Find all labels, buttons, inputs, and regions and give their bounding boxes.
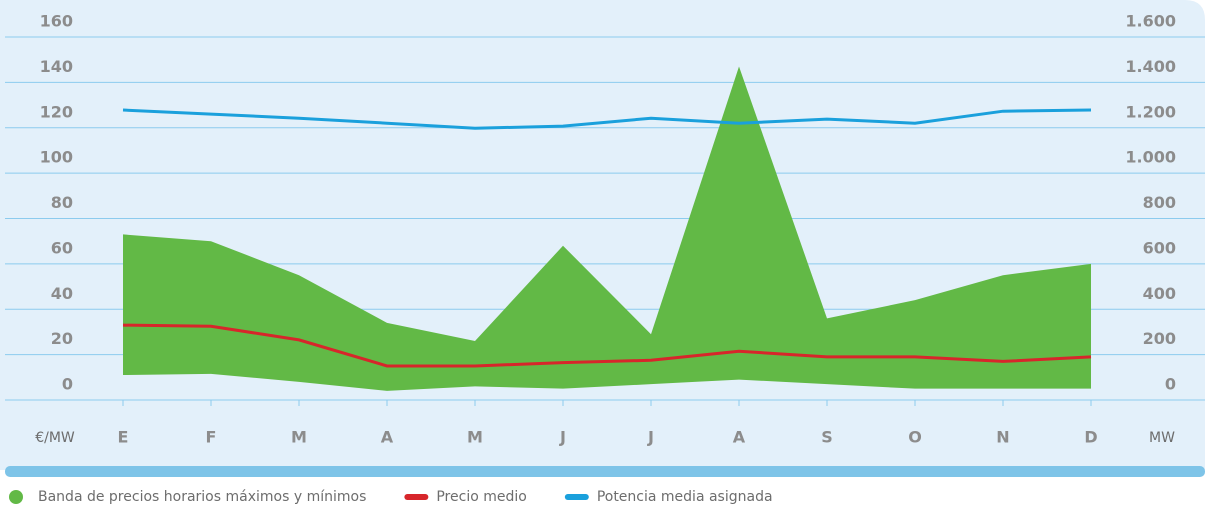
y-tick-label: 0 xyxy=(62,375,73,394)
legend-label: Precio medio xyxy=(436,489,526,505)
y-tick-label: 20 xyxy=(51,329,73,348)
x-tick-label: N xyxy=(996,428,1009,447)
y2-tick-label: 800 xyxy=(1143,193,1176,212)
y-tick-label: 100 xyxy=(40,148,73,167)
legend-label: Potencia media asignada xyxy=(597,489,773,505)
x-tick-label: A xyxy=(381,428,394,447)
y2-unit: MW xyxy=(1149,430,1175,446)
y-tick-label: 160 xyxy=(40,12,73,31)
y-tick-label: 40 xyxy=(51,284,73,303)
x-tick-label: J xyxy=(559,428,566,447)
power-line xyxy=(122,108,1092,130)
x-tick-label: S xyxy=(821,428,833,447)
bottom-bar xyxy=(5,466,1205,477)
legend-swatch xyxy=(564,494,589,500)
x-tick-label: M xyxy=(291,428,307,447)
x-tick-label: E xyxy=(118,428,129,447)
price-band xyxy=(123,66,1091,391)
y2-tick-label: 600 xyxy=(1143,238,1176,257)
legend-label: Banda de precios horarios máximos y míni… xyxy=(38,489,366,505)
x-tick-label: O xyxy=(908,428,922,447)
x-tick-label: J xyxy=(647,428,654,447)
x-tick-label: F xyxy=(206,428,217,447)
y2-tick-label: 200 xyxy=(1143,329,1176,348)
y2-tick-label: 1.400 xyxy=(1125,57,1176,76)
x-tick-label: D xyxy=(1084,428,1097,447)
legend-swatch xyxy=(404,494,429,500)
y2-tick-label: 1.200 xyxy=(1125,102,1176,121)
y2-tick-label: 0 xyxy=(1165,375,1176,394)
x-tick-label: M xyxy=(467,428,483,447)
y2-tick-label: 400 xyxy=(1143,284,1176,303)
y2-tick-label: 1.000 xyxy=(1125,148,1176,167)
y-tick-label: 60 xyxy=(51,238,73,257)
x-tick-label: A xyxy=(733,428,746,447)
y2-tick-label: 1.600 xyxy=(1125,12,1176,31)
y-tick-label: 120 xyxy=(40,102,73,121)
y-unit: €/MW xyxy=(35,430,75,446)
y-tick-label: 80 xyxy=(51,193,73,212)
legend-swatch xyxy=(9,490,23,504)
price-line xyxy=(122,323,1092,368)
y-tick-label: 140 xyxy=(40,57,73,76)
